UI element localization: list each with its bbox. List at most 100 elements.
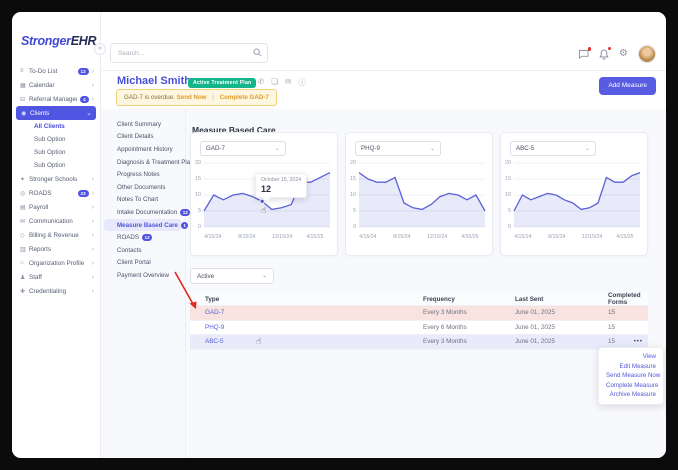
chevron-right-icon: › [92, 260, 94, 267]
sidebar-item-billing-revenue[interactable]: ◇Billing & Revenue› [12, 228, 100, 242]
search-input[interactable] [111, 44, 267, 62]
screenshot-frame: StrongerEHR « ≡To-Do List12›▦Calendar›⊟R… [0, 0, 678, 470]
y-axis-tick-label: 15 [501, 176, 511, 182]
client-nav: Client SummaryClient DetailsAppointment … [100, 109, 186, 458]
calendar-icon: ▦ [20, 82, 29, 89]
cursor-pointer-icon: ☝ [261, 205, 266, 216]
menu-item-archive-measure[interactable]: Archive Measure [606, 390, 656, 400]
menu-item-complete-measure[interactable]: Complete Measure [606, 381, 656, 391]
sidebar-item-reports[interactable]: ▥Reports› [12, 242, 100, 256]
sidebar-subitem-sub-option[interactable]: Sub Option [12, 159, 100, 172]
sidebar-item-calendar[interactable]: ▦Calendar› [12, 78, 100, 92]
row-actions-menu-button[interactable]: ••• [634, 339, 643, 345]
measure-select-abc-5[interactable]: ABC-5⌄ [510, 141, 596, 156]
sidebar-collapse-button[interactable]: « [94, 43, 106, 55]
measure-select-phq-9[interactable]: PHQ-9 ⌄ [355, 141, 441, 156]
table-row-gad-7[interactable]: GAD-7Every 3 MonthsJune 01, 202515 [190, 306, 648, 321]
notifications-bell-icon[interactable] [599, 49, 609, 60]
schools-icon: ✦ [20, 176, 29, 183]
menu-item-send-measure-now[interactable]: Send Measure Now [606, 371, 656, 381]
phone-icon[interactable]: ✆ [258, 77, 264, 88]
sidebar-item-payroll[interactable]: ▤Payroll› [12, 200, 100, 214]
line-chart[interactable] [514, 163, 640, 227]
client-nav-item-progress-notes[interactable]: Progress Notes [100, 168, 185, 181]
line-chart[interactable] [359, 163, 485, 227]
chevron-right-icon: › [92, 204, 94, 211]
client-nav-item-label: ROADS [117, 234, 139, 241]
y-axis-tick-label: 0 [191, 224, 201, 230]
cell-frequency: Every 6 Months [423, 324, 515, 331]
messages-icon[interactable] [578, 49, 589, 59]
client-nav-item-label: Other Documents [117, 184, 166, 191]
client-nav-item-payment-overview[interactable]: Payment Overview [100, 269, 185, 282]
client-nav-item-intake-documentation[interactable]: Intake Documentation12 [100, 206, 185, 219]
sidebar-item-credentialing[interactable]: ✚Credentialing› [12, 284, 100, 298]
chevron-right-icon: › [92, 274, 94, 281]
chat-icon[interactable]: ❏ [271, 77, 278, 88]
user-avatar[interactable] [638, 45, 656, 63]
client-nav-item-diagnosis-treatment-plans[interactable]: Diagnosis & Treatment Plans [100, 156, 185, 169]
cell-type-link[interactable]: PHQ-9 [205, 324, 423, 331]
overdue-alert-banner: GAD-7 is overdue. Send Now | Complete GA… [116, 89, 277, 106]
client-nav-item-roads[interactable]: ROADS12 [100, 231, 185, 244]
chart-tooltip: October 15, 202412 [255, 173, 307, 198]
x-axis-tick-label: 12/15/24 [427, 234, 447, 240]
measure-select-value: ABC-5 [516, 145, 534, 152]
x-axis-tick-label: 4/15/25 [306, 234, 323, 240]
client-nav-item-appointment-history[interactable]: Appointment History [100, 143, 185, 156]
count-badge: 12 [142, 234, 152, 241]
send-now-link[interactable]: Send Now [177, 94, 207, 101]
search-box [110, 43, 268, 63]
measure-select-gad-7[interactable]: GAD-7⌄ [200, 141, 286, 156]
cell-type-link[interactable]: ABC-5 [205, 338, 423, 345]
y-axis-tick-label: 5 [191, 208, 201, 214]
add-measure-button[interactable]: Add Measure [599, 77, 656, 95]
sidebar-subitem-sub-option[interactable]: Sub Option [12, 133, 100, 146]
chevron-right-icon: › [92, 190, 94, 197]
x-axis-tick-label: 12/15/24 [582, 234, 602, 240]
client-nav-item-client-portal[interactable]: Client Portal [100, 257, 185, 270]
patient-header: Michael Smith Active Treatment Plan ✆ ❏ … [100, 70, 666, 111]
settings-gear-icon[interactable]: ⚙ [619, 49, 628, 59]
menu-item-view[interactable]: View [606, 352, 656, 362]
y-axis-tick-label: 0 [501, 224, 511, 230]
email-icon[interactable]: ✉ [285, 77, 291, 88]
sidebar-subitem-label: Sub Option [34, 149, 66, 156]
sidebar-item-organization-profile[interactable]: ⌂Organization Profile› [12, 256, 100, 270]
client-nav-item-client-summary[interactable]: Client Summary [100, 118, 185, 131]
info-icon[interactable]: ⓘ [298, 77, 306, 88]
alert-separator: | [212, 94, 214, 101]
menu-item-edit-measure[interactable]: Edit Measure [606, 362, 656, 372]
client-nav-item-client-details[interactable]: Client Details [100, 131, 185, 144]
measure-select-value: GAD-7 [206, 145, 225, 152]
sidebar-item-communication[interactable]: ✉Communication› [12, 214, 100, 228]
client-nav-item-measure-based-care[interactable]: Measure Based Care1 [104, 219, 181, 232]
cell-type-link[interactable]: GAD-7 [205, 309, 423, 316]
notifications-unread-dot [608, 47, 612, 51]
client-nav-item-label: Intake Documentation [117, 209, 177, 216]
client-nav-item-notes-to-chart[interactable]: Notes To Chart [100, 194, 185, 207]
chevron-right-icon: › [92, 218, 94, 225]
chevron-down-icon: ⌄ [430, 146, 435, 152]
sidebar-item-to-do-list[interactable]: ≡To-Do List12› [12, 64, 100, 78]
sidebar-subitem-all-clients[interactable]: All Clients [12, 120, 100, 133]
sidebar-item-referral-management[interactable]: ⊟Referral Management4› [12, 92, 100, 106]
cell-completed-forms: 15 [608, 309, 648, 316]
client-nav-item-label: Diagnosis & Treatment Plans [117, 159, 197, 166]
sidebar-item-stronger-schools[interactable]: ✦Stronger Schools› [12, 172, 100, 186]
sidebar-item-roads[interactable]: ◎ROADS23› [12, 186, 100, 200]
topbar: ⚙ [100, 12, 666, 70]
sidebar-item-staff[interactable]: ♟Staff› [12, 270, 100, 284]
app-logo: StrongerEHR [21, 34, 96, 48]
sidebar-item-label: ROADS [29, 190, 75, 197]
sidebar-subitem-sub-option[interactable]: Sub Option [12, 146, 100, 159]
status-filter-select[interactable]: Active ⌄ [190, 268, 274, 284]
x-axis-tick-label: 4/15/24 [359, 234, 376, 240]
complete-gad7-link[interactable]: Complete GAD-7 [220, 94, 269, 101]
brand-secondary: EHR [71, 34, 97, 48]
client-nav-item-other-documents[interactable]: Other Documents [100, 181, 185, 194]
table-row-phq-9[interactable]: PHQ-9Every 6 MonthsJune 01, 202515 [190, 321, 648, 336]
measure-select-value: PHQ-9 [361, 145, 380, 152]
sidebar-item-clients[interactable]: ◉Clients⌄ [16, 106, 96, 120]
client-nav-item-contacts[interactable]: Contacts [100, 244, 185, 257]
